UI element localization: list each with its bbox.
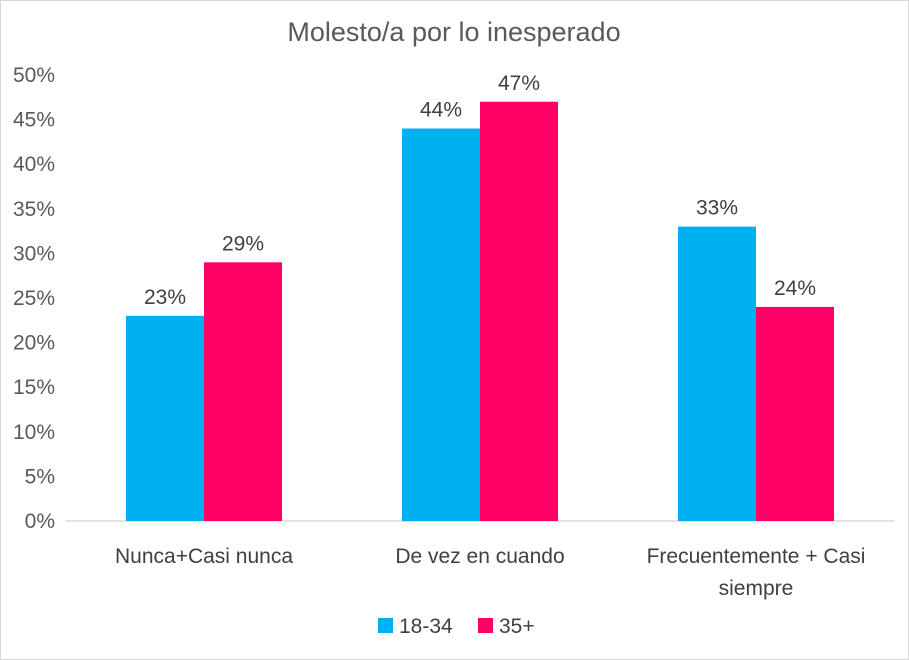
legend: 18-34 35+ bbox=[378, 615, 535, 638]
x-category-label-line: De vez en cuando bbox=[395, 545, 564, 568]
y-tick-label: 15% bbox=[13, 376, 55, 399]
y-tick-label: 45% bbox=[13, 109, 55, 132]
legend-swatch bbox=[478, 618, 493, 633]
y-tick-label: 5% bbox=[25, 465, 55, 488]
data-labels: 23% 29% 44% 47% 33% 24% bbox=[144, 72, 816, 309]
data-label: 23% bbox=[144, 286, 186, 309]
bar bbox=[756, 306, 834, 521]
x-category-label-line: Nunca+Casi nunca bbox=[115, 545, 293, 568]
x-category-label: Nunca+Casi nunca bbox=[115, 545, 293, 568]
legend-label: 18-34 bbox=[399, 615, 453, 638]
data-label: 33% bbox=[696, 197, 738, 220]
y-tick-label: 25% bbox=[13, 287, 55, 310]
bar bbox=[204, 262, 282, 521]
bar-group bbox=[126, 101, 834, 521]
bar bbox=[402, 128, 480, 521]
legend-label: 35+ bbox=[499, 615, 535, 638]
y-tick-label: 35% bbox=[13, 198, 55, 221]
bar bbox=[678, 226, 756, 521]
chart-title: Molesto/a por lo inesperado bbox=[287, 17, 620, 47]
x-category-label-line: Frecuentemente + Casi bbox=[647, 545, 866, 568]
x-category-label: Frecuentemente + Casi siempre bbox=[647, 545, 866, 600]
y-tick-label: 40% bbox=[13, 153, 55, 176]
y-axis: 0% 5% 10% 15% 20% 25% 30% 35% 40% 45% 50% bbox=[13, 64, 55, 533]
x-axis: Nunca+Casi nunca De vez en cuando Frecuent… bbox=[66, 520, 894, 600]
y-tick-label: 10% bbox=[13, 421, 55, 444]
x-category-label-line: siempre bbox=[719, 577, 794, 600]
data-label: 29% bbox=[222, 232, 264, 255]
y-tick-label: 0% bbox=[25, 510, 55, 533]
y-tick-label: 30% bbox=[13, 242, 55, 265]
data-label: 44% bbox=[420, 99, 462, 122]
y-tick-label: 20% bbox=[13, 332, 55, 355]
bar bbox=[480, 101, 558, 521]
y-tick-label: 50% bbox=[13, 64, 55, 87]
x-category-label: De vez en cuando bbox=[395, 545, 564, 568]
data-label: 24% bbox=[774, 277, 816, 300]
legend-swatch bbox=[378, 618, 393, 633]
bar bbox=[126, 315, 204, 521]
data-label: 47% bbox=[498, 72, 540, 95]
